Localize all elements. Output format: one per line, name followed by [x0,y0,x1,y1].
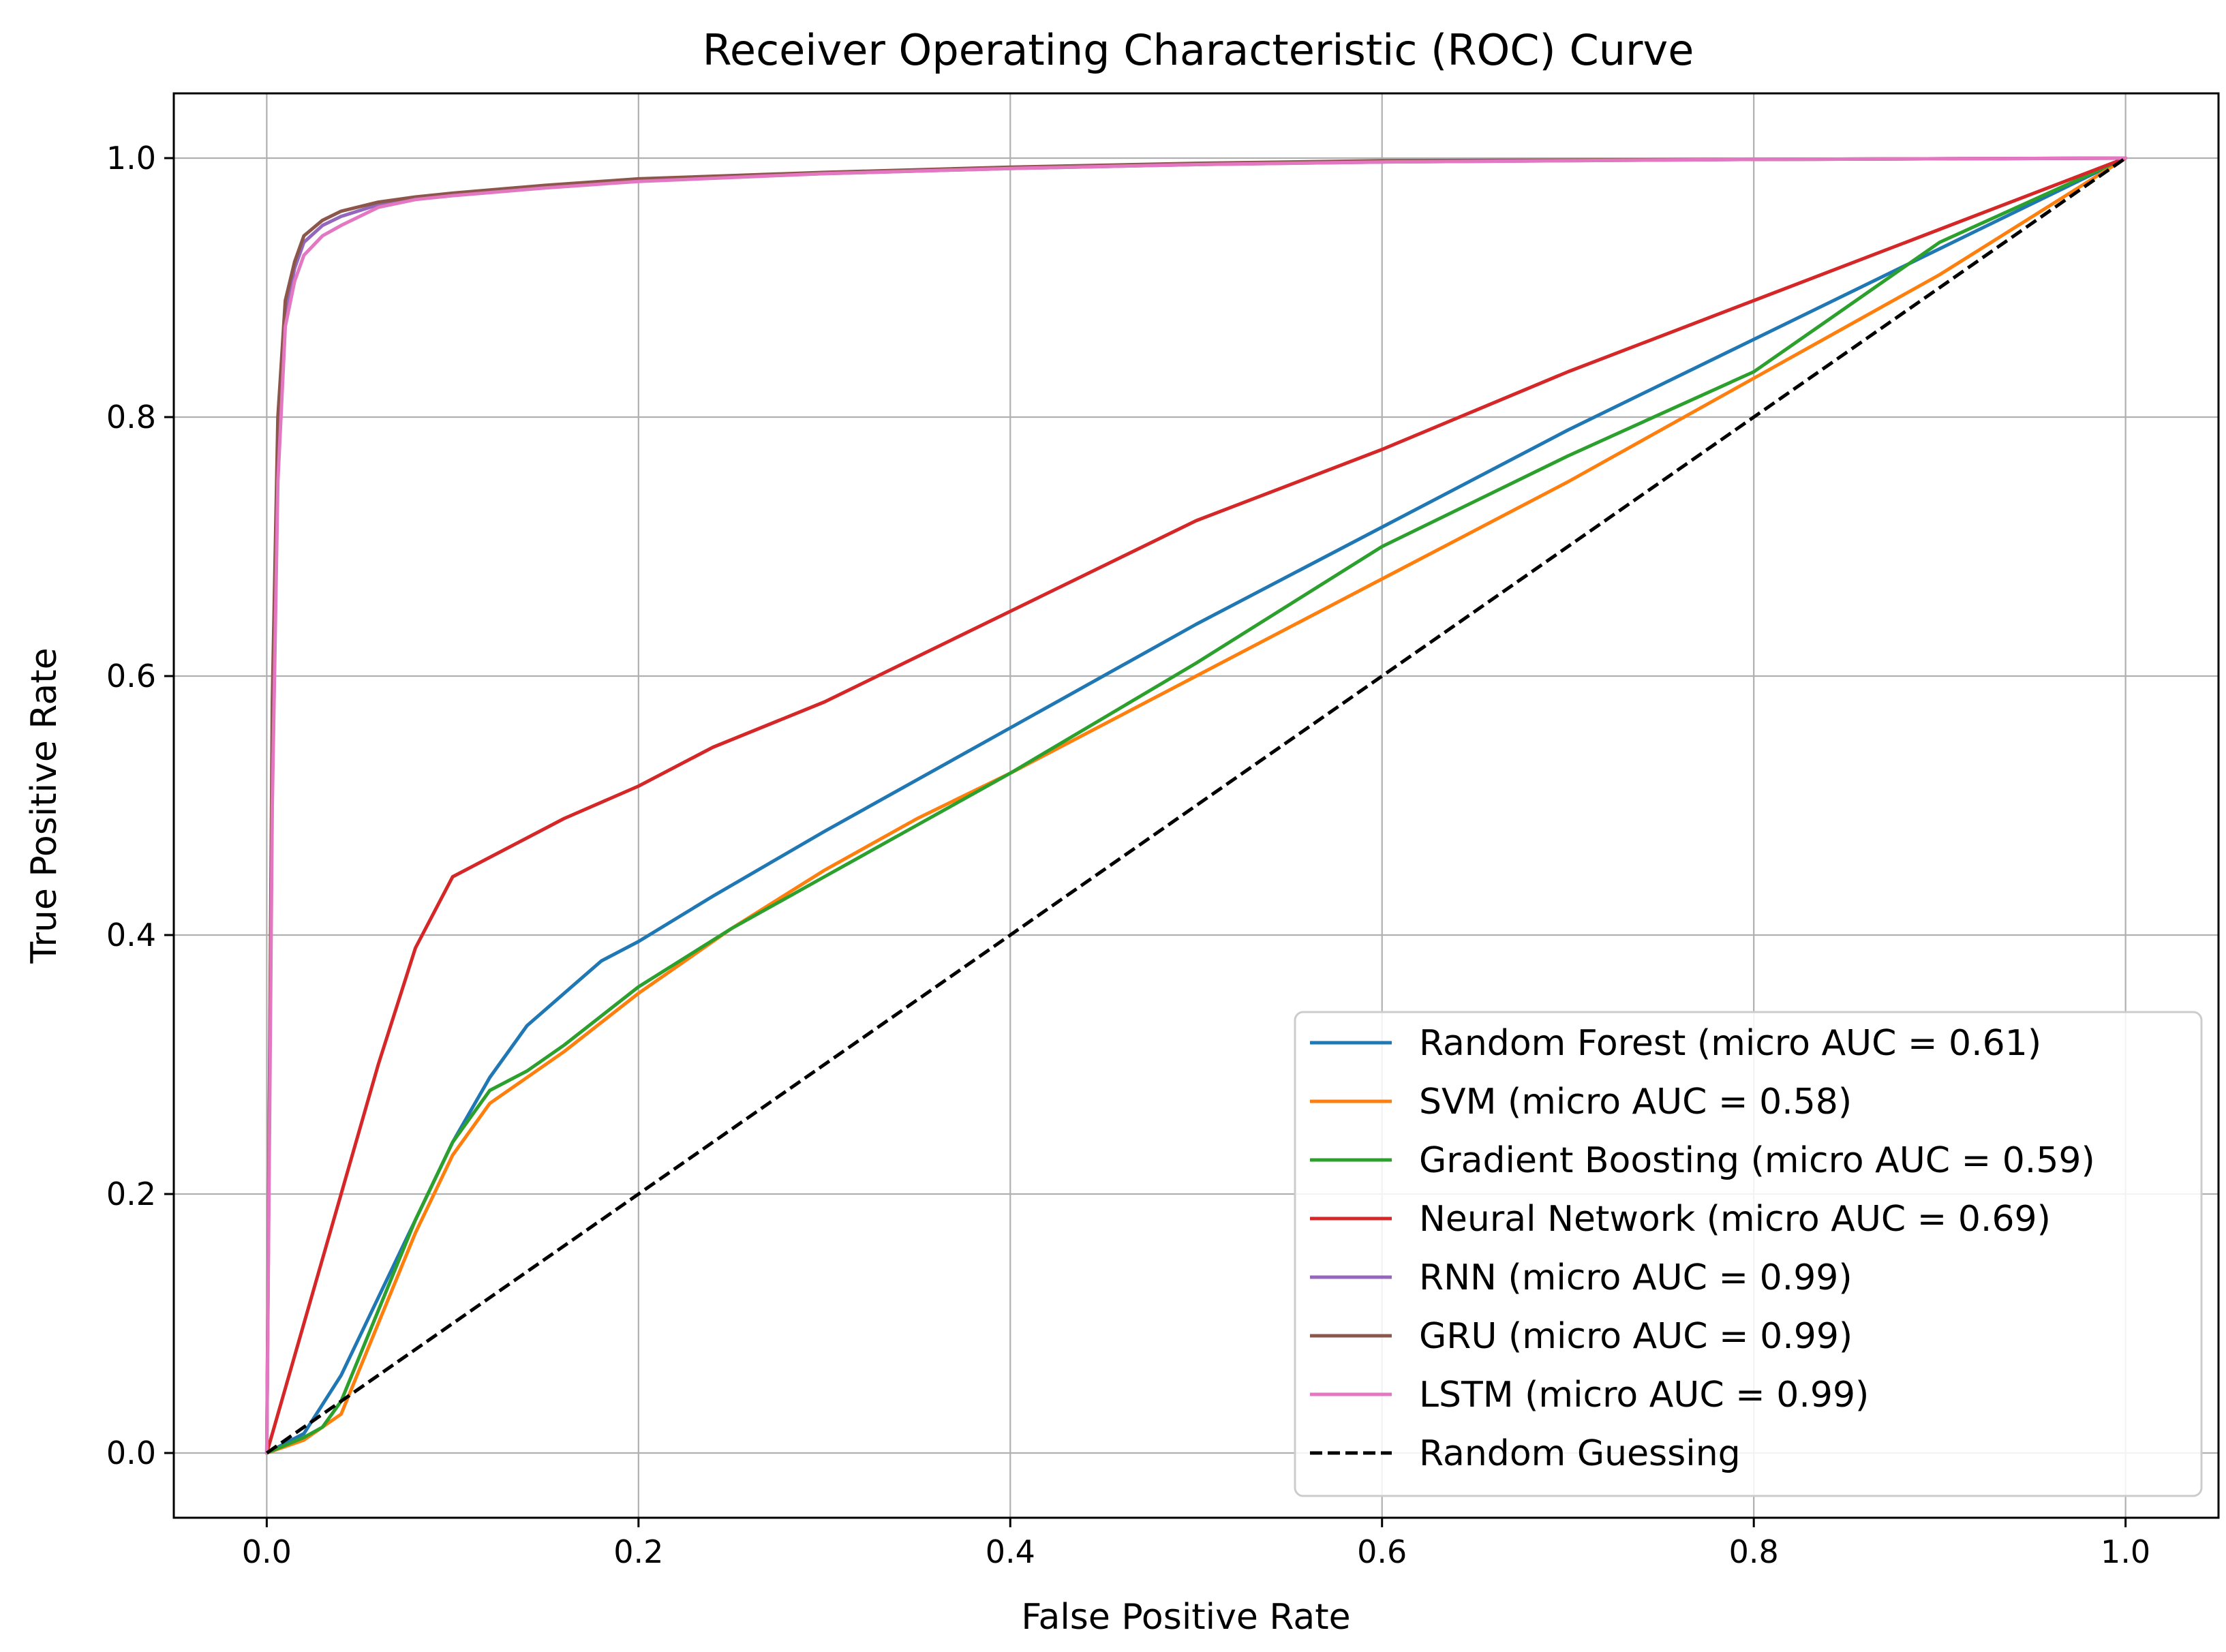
chart-title: Receiver Operating Characteristic (ROC) … [703,25,1694,75]
legend-label-random-forest: Random Forest (micro AUC = 0.61) [1419,1023,2041,1064]
x-tick-label: 1.0 [2101,1533,2150,1570]
series-line-lstm [264,156,2128,1455]
x-tick-label: 0.6 [1357,1533,1407,1570]
series-line-random-forest [264,156,2128,1455]
legend-label-svm: SVM (micro AUC = 0.58) [1419,1082,1852,1122]
plot-area-frame [172,92,2220,1519]
legend-label-rnn: RNN (micro AUC = 0.99) [1419,1257,1853,1298]
series-lines [264,156,2128,1455]
series-line-svm [264,156,2128,1455]
y-axis-label: True Positive Rate [24,647,65,964]
x-tick-label: 0.0 [242,1533,292,1570]
series-line-neural-network [264,156,2128,1455]
legend-label-random-guessing: Random Guessing [1419,1433,1741,1474]
series-line-gradient-boosting [264,156,2128,1455]
x-tick-label: 0.8 [1729,1533,1779,1570]
y-tick-label: 0.6 [106,658,156,694]
legend-label-neural-network: Neural Network (micro AUC = 0.69) [1419,1199,2051,1240]
legend-label-gru: GRU (micro AUC = 0.99) [1419,1316,1853,1357]
y-tick-label: 0.2 [106,1176,156,1212]
y-tick-label: 0.0 [106,1435,156,1471]
legend-frame [1294,1011,2203,1497]
x-tick-label: 0.4 [986,1533,1035,1570]
y-tick-label: 1.0 [106,140,156,177]
legend-label-gradient-boosting: Gradient Boosting (micro AUC = 0.59) [1419,1140,2095,1181]
y-tick-label: 0.4 [106,917,156,953]
legend-label-lstm: LSTM (micro AUC = 0.99) [1419,1375,1869,1416]
x-axis-label: False Positive Rate [1021,1597,1350,1638]
axis-ticks: 0.0 0.2 0.4 0.6 0.8 1.0 0.0 0.2 0.4 0.6 0.8 1.0 [106,140,2150,1570]
series-line-random-guessing [265,156,2127,1455]
legend: Random Forest (micro AUC = 0.61) SVM (mic… [1294,1011,2203,1497]
x-tick-label: 0.2 [613,1533,663,1570]
y-tick-label: 0.8 [106,399,156,435]
